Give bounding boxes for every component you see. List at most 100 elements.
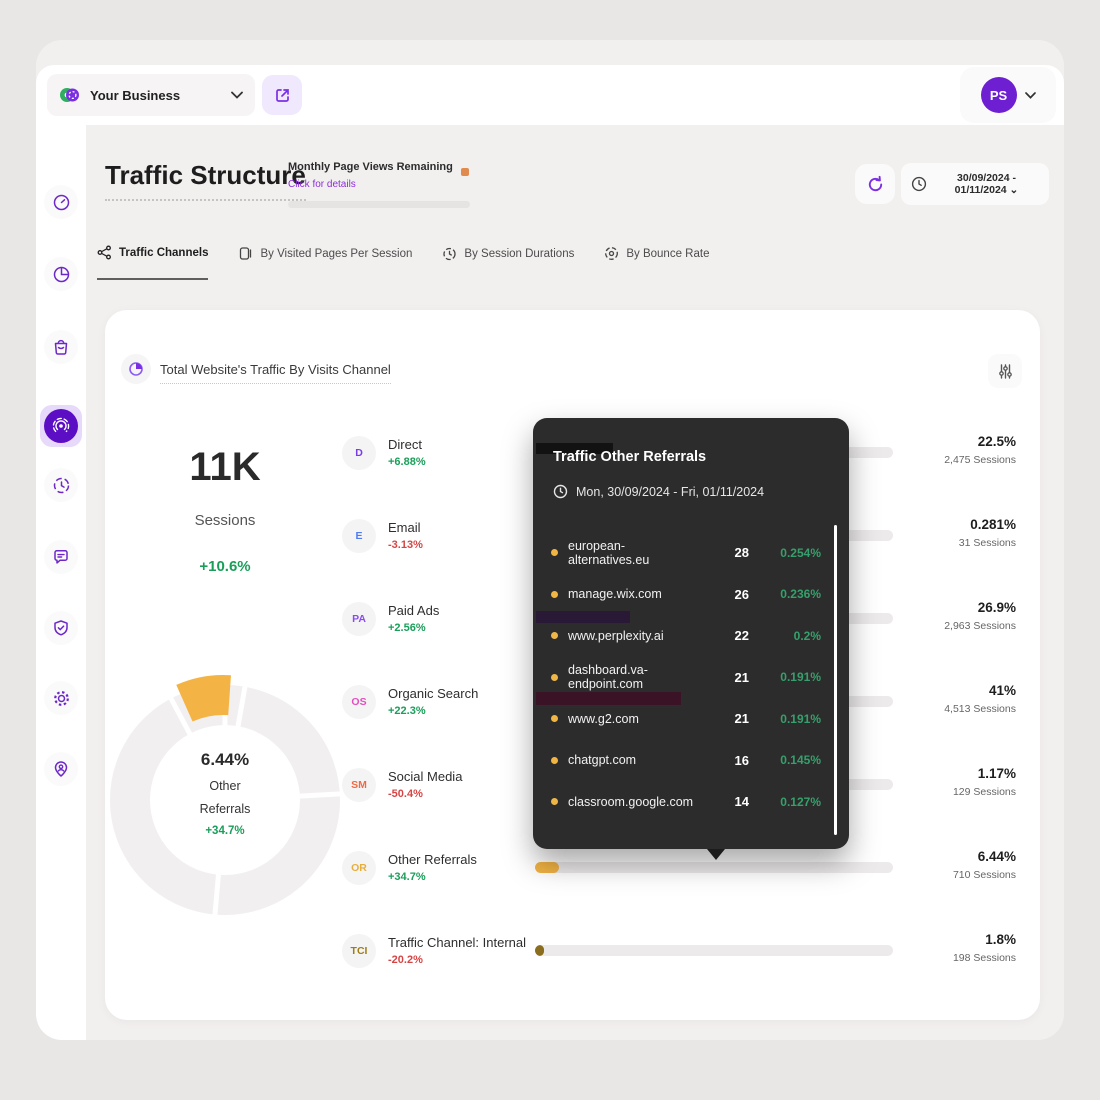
- donut-center-label: 6.44% Other Referrals +34.7%: [145, 750, 305, 837]
- business-name: Your Business: [90, 87, 181, 103]
- referrer-pct: 0.127%: [780, 794, 821, 809]
- stat-paid-ads: 26.9% 2,963 Sessions: [886, 600, 1016, 632]
- tab-label: By Visited Pages Per Session: [260, 247, 413, 260]
- tab-bounce-rate[interactable]: By Bounce Rate: [604, 245, 709, 280]
- bar-fill: [535, 862, 559, 873]
- shopping-bag-icon: [52, 338, 70, 356]
- channel-delta: +22.3%: [388, 705, 426, 717]
- donut-chart[interactable]: [95, 670, 355, 930]
- channel-initials: PA: [342, 602, 376, 636]
- refresh-button[interactable]: [855, 164, 895, 204]
- channel-delta: +34.7%: [388, 871, 426, 883]
- tooltip-row: european-alternatives.eu 28 0.254%: [551, 532, 821, 574]
- channel-name: Traffic Channel: Internal: [388, 935, 527, 950]
- stat-sessions: 2,963 Sessions: [944, 620, 1016, 632]
- stat-share: 6.44%: [977, 849, 1016, 864]
- stat-organic-search: 41% 4,513 Sessions: [886, 683, 1016, 715]
- donut-center-delta: +34.7%: [205, 825, 245, 837]
- stat-sessions: 129 Sessions: [952, 786, 1016, 798]
- channel-row-direct[interactable]: D Direct +6.88%: [342, 436, 532, 476]
- sidebar-item-feedback[interactable]: [44, 540, 78, 574]
- views-details-link[interactable]: Click for details: [288, 179, 356, 190]
- avatar: PS: [980, 77, 1017, 113]
- total-sessions-delta: +10.6%: [199, 558, 251, 575]
- stat-share: 22.5%: [977, 434, 1016, 449]
- bullet-icon: [551, 798, 558, 806]
- chevron-down-icon: [1024, 91, 1036, 99]
- tooltip-row: classroom.google.com 14 0.127%: [551, 781, 821, 823]
- tab-label: Traffic Channels: [119, 246, 209, 259]
- tooltip-date-text: Mon, 30/09/2024 - Fri, 01/11/2024: [576, 484, 765, 499]
- sidebar-item-overview[interactable]: [44, 185, 78, 219]
- user-menu[interactable]: PS: [960, 67, 1056, 123]
- channel-row-social-media[interactable]: SM Social Media -50.4%: [342, 768, 532, 808]
- channel-bar-internal[interactable]: [535, 945, 893, 956]
- channel-name: Social Media: [388, 769, 463, 784]
- filter-button[interactable]: [988, 354, 1022, 388]
- stat-share: 1.17%: [977, 766, 1016, 781]
- sidebar-item-store[interactable]: [44, 330, 78, 364]
- donut-slice-other-referrals[interactable]: [176, 674, 231, 722]
- clock-icon: [553, 484, 568, 499]
- total-sessions-label: Sessions: [194, 512, 256, 529]
- referrer-count: 14: [734, 794, 749, 810]
- tab-label: By Bounce Rate: [626, 247, 710, 260]
- channel-delta: -3.13%: [388, 539, 423, 551]
- channel-bar-other-referrals[interactable]: [535, 862, 893, 873]
- donut-center-line1: Other: [209, 779, 241, 793]
- sidebar-item-locations[interactable]: [44, 752, 78, 786]
- referrer-name: www.g2.com: [568, 711, 639, 726]
- redaction-bar: [536, 443, 613, 454]
- channel-row-other-referrals[interactable]: OR Other Referrals +34.7%: [342, 851, 532, 891]
- date-range-picker[interactable]: 30/09/2024 - 01/11/2024 ⌄: [901, 163, 1049, 205]
- views-remaining-label: Monthly Page Views Remaining: [288, 161, 453, 173]
- donut-center-line2: Referrals: [199, 802, 251, 816]
- radar-icon: [44, 409, 78, 443]
- stat-email: 0.281% 31 Sessions: [886, 517, 1016, 549]
- tab-session-durations[interactable]: By Session Durations: [442, 245, 574, 280]
- tooltip-date-range: Mon, 30/09/2024 - Fri, 01/11/2024: [553, 484, 764, 499]
- channel-initials: OR: [342, 851, 376, 885]
- tooltip-scrollbar[interactable]: [834, 525, 837, 835]
- referrer-count: 28: [734, 545, 749, 561]
- stat-share: 1.8%: [985, 932, 1016, 947]
- channel-name: Paid Ads: [388, 603, 440, 618]
- referrer-name: chatgpt.com: [568, 753, 637, 768]
- views-progress-bar: [288, 201, 470, 208]
- share-button[interactable]: [262, 75, 302, 115]
- channel-row-internal[interactable]: TCI Traffic Channel: Internal -20.2%: [342, 934, 532, 974]
- channel-name: Direct: [388, 437, 422, 452]
- bullet-icon: [551, 590, 558, 598]
- channel-row-organic-search[interactable]: OS Organic Search +22.3%: [342, 685, 532, 725]
- sidebar-item-sessions[interactable]: [44, 468, 78, 502]
- redaction-bar: [536, 692, 681, 705]
- chevron-down-icon: [231, 91, 243, 99]
- bullet-icon: [551, 673, 558, 681]
- channel-name: Email: [388, 520, 421, 535]
- sidebar-item-analytics[interactable]: [44, 257, 78, 291]
- tab-visited-pages[interactable]: By Visited Pages Per Session: [238, 245, 412, 280]
- channel-row-paid-ads[interactable]: PA Paid Ads +2.56%: [342, 602, 532, 642]
- sidebar-item-settings[interactable]: [44, 681, 78, 715]
- target-icon: [604, 246, 619, 261]
- referrer-pct: 0.254%: [780, 545, 821, 560]
- channel-initials: D: [342, 436, 376, 470]
- channel-initials: SM: [342, 768, 376, 802]
- referrer-pct: 0.191%: [780, 670, 821, 685]
- bullet-icon: [551, 549, 558, 557]
- share-nodes-icon: [97, 245, 112, 260]
- channel-name: Other Referrals: [388, 852, 477, 867]
- business-selector[interactable]: Your Business: [47, 74, 255, 116]
- stat-sessions: 198 Sessions: [952, 952, 1016, 964]
- channel-row-email[interactable]: E Email -3.13%: [342, 519, 532, 559]
- tab-traffic-channels[interactable]: Traffic Channels: [97, 245, 209, 280]
- sliders-icon: [997, 363, 1014, 380]
- bullet-icon: [551, 715, 558, 723]
- sidebar-item-security[interactable]: [44, 611, 78, 645]
- referrer-count: 22: [734, 628, 749, 644]
- sidebar-item-traffic[interactable]: [40, 405, 82, 447]
- channel-delta: +2.56%: [388, 622, 426, 634]
- referrer-pct: 0.236%: [780, 587, 821, 602]
- tab-bar: Traffic Channels By Visited Pages Per Se…: [97, 245, 709, 280]
- stat-internal: 1.8% 198 Sessions: [886, 932, 1016, 964]
